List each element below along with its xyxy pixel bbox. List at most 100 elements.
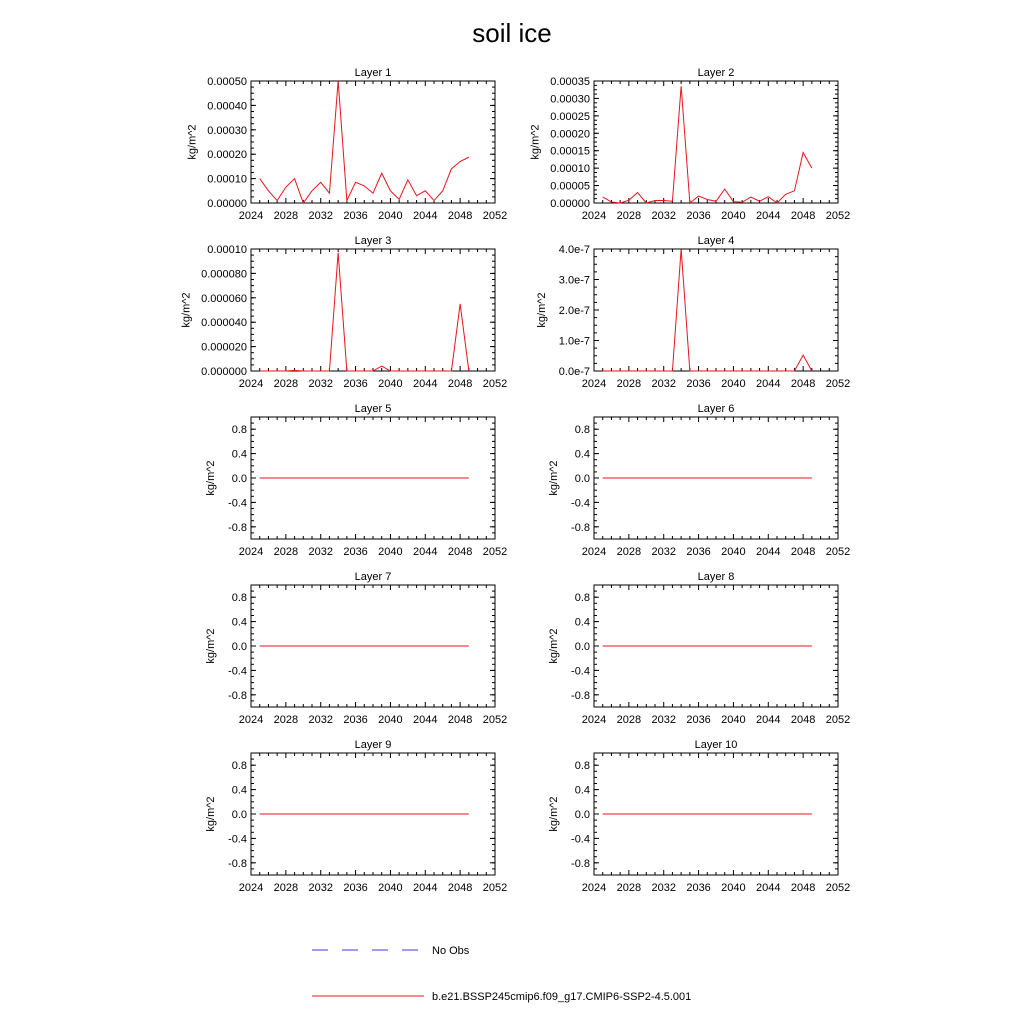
series-line xyxy=(602,86,813,204)
x-tick-label: 2048 xyxy=(791,210,815,222)
x-tick-label: 2032 xyxy=(651,714,675,726)
y-tick-label: -0.4 xyxy=(228,497,247,509)
x-tick-label: 2036 xyxy=(686,378,710,390)
y-axis-label: kg/m^2 xyxy=(548,796,560,831)
x-tick-label: 2044 xyxy=(413,546,437,558)
y-tick-label: 0.00005 xyxy=(550,181,590,193)
plot-frame xyxy=(593,248,839,372)
x-tick-label: 2024 xyxy=(582,210,606,222)
x-tick-label: 2028 xyxy=(617,546,641,558)
series-line xyxy=(259,252,470,372)
x-tick-label: 2032 xyxy=(308,714,332,726)
series-line xyxy=(602,248,813,372)
x-tick-label: 2052 xyxy=(826,210,850,222)
y-tick-label: 0.0 xyxy=(575,641,590,653)
y-tick-label: -0.8 xyxy=(571,690,590,702)
x-tick-label: 2036 xyxy=(343,882,367,894)
x-tick-label: 2044 xyxy=(413,882,437,894)
x-tick-label: 2048 xyxy=(448,546,472,558)
y-tick-label: 0.00020 xyxy=(207,149,247,161)
x-tick-label: 2032 xyxy=(651,546,675,558)
x-tick-label: 2036 xyxy=(343,546,367,558)
x-tick-label: 2028 xyxy=(617,714,641,726)
y-tick-label: -0.8 xyxy=(571,522,590,534)
x-tick-label: 2028 xyxy=(617,882,641,894)
x-tick-label: 2024 xyxy=(239,378,263,390)
y-tick-label: 0.4 xyxy=(575,785,590,797)
y-tick-label: -0.4 xyxy=(571,833,590,845)
x-tick-label: 2052 xyxy=(826,714,850,726)
x-tick-label: 2048 xyxy=(448,882,472,894)
x-tick-label: 2048 xyxy=(791,882,815,894)
panel-layer-5: Layer 5 2024 2028 2032 2036 2040 2044 2048 2052 -… xyxy=(205,403,507,558)
y-tick-label: 0.8 xyxy=(232,424,247,436)
y-tick-label: 0.4 xyxy=(575,449,590,461)
panel-title: Layer 8 xyxy=(698,571,735,583)
legend: No Obs b.e21.BSSP245cmip6.f09_g17.CMIP6-… xyxy=(312,945,691,1003)
panel-title: Layer 9 xyxy=(355,739,392,751)
y-axis-label: kg/m^2 xyxy=(548,460,560,495)
panel-layer-7: Layer 7 2024 2028 2032 2036 2040 2044 2048 2052 -… xyxy=(205,571,507,726)
x-tick-label: 2028 xyxy=(274,546,298,558)
x-tick-label: 2052 xyxy=(483,714,507,726)
y-tick-label: 0.0 xyxy=(232,641,247,653)
x-tick-label: 2036 xyxy=(343,714,367,726)
panel-layer-9: Layer 9 2024 2028 2032 2036 2040 2044 2048 2052 -… xyxy=(205,739,507,894)
x-tick-label: 2052 xyxy=(483,210,507,222)
y-tick-label: 0.0 xyxy=(232,809,247,821)
x-tick-label: 2040 xyxy=(721,378,745,390)
x-tick-label: 2028 xyxy=(617,210,641,222)
y-tick-label: 0.00030 xyxy=(207,125,247,137)
y-tick-label: 0.00015 xyxy=(550,146,590,158)
y-tick-label: -0.8 xyxy=(228,858,247,870)
x-tick-label: 2036 xyxy=(686,210,710,222)
y-tick-label: 0.4 xyxy=(232,785,247,797)
x-tick-label: 2028 xyxy=(274,210,298,222)
plot-frame xyxy=(593,80,839,204)
x-tick-label: 2040 xyxy=(721,210,745,222)
y-tick-label: 0.0 xyxy=(575,473,590,485)
y-tick-label: -0.8 xyxy=(228,522,247,534)
x-tick-label: 2040 xyxy=(378,378,402,390)
panel-layer-3: Layer 3 2024 2028 2032 2036 2040 2044 2048 2052 0… xyxy=(180,235,507,390)
x-tick-label: 2048 xyxy=(448,210,472,222)
x-tick-label: 2028 xyxy=(274,882,298,894)
x-tick-label: 2040 xyxy=(378,714,402,726)
y-tick-label: 0.00010 xyxy=(550,163,590,175)
x-tick-label: 2044 xyxy=(756,714,780,726)
y-tick-label: 0.000060 xyxy=(201,293,247,305)
y-tick-label: 0.0 xyxy=(575,809,590,821)
x-tick-label: 2036 xyxy=(343,210,367,222)
legend-label-no-obs: No Obs xyxy=(432,945,470,957)
series-line xyxy=(259,80,470,205)
x-tick-label: 2052 xyxy=(483,546,507,558)
y-tick-label: 0.00000 xyxy=(550,198,590,210)
y-tick-label: 2.0e-7 xyxy=(559,305,590,317)
y-axis-label: kg/m^2 xyxy=(536,292,548,327)
y-axis-label: kg/m^2 xyxy=(205,460,217,495)
x-tick-label: 2028 xyxy=(617,378,641,390)
x-tick-label: 2040 xyxy=(721,546,745,558)
y-tick-label: -0.4 xyxy=(228,665,247,677)
panel-layer-1: Layer 1 2024 2028 2032 2036 2040 2044 2048 2052 0… xyxy=(187,67,508,222)
y-tick-label: -0.4 xyxy=(571,497,590,509)
y-tick-label: 0.0e-7 xyxy=(559,366,590,378)
panels: Layer 1 2024 2028 2032 2036 2040 2044 2048 2052 0… xyxy=(180,67,850,894)
x-tick-label: 2036 xyxy=(686,882,710,894)
x-tick-label: 2024 xyxy=(582,882,606,894)
y-tick-label: 0.00000 xyxy=(207,198,247,210)
x-tick-label: 2040 xyxy=(378,210,402,222)
y-axis-label: kg/m^2 xyxy=(205,796,217,831)
x-tick-label: 2048 xyxy=(448,714,472,726)
panel-title: Layer 5 xyxy=(355,403,392,415)
panel-title: Layer 1 xyxy=(355,67,392,79)
x-tick-label: 2040 xyxy=(721,882,745,894)
plot-frame xyxy=(250,248,496,372)
y-tick-label: 1.0e-7 xyxy=(559,336,590,348)
x-tick-label: 2044 xyxy=(413,714,437,726)
panel-title: Layer 10 xyxy=(695,739,738,751)
x-tick-label: 2052 xyxy=(483,882,507,894)
y-tick-label: 0.00025 xyxy=(550,111,590,123)
x-tick-label: 2044 xyxy=(413,378,437,390)
x-tick-label: 2024 xyxy=(239,546,263,558)
